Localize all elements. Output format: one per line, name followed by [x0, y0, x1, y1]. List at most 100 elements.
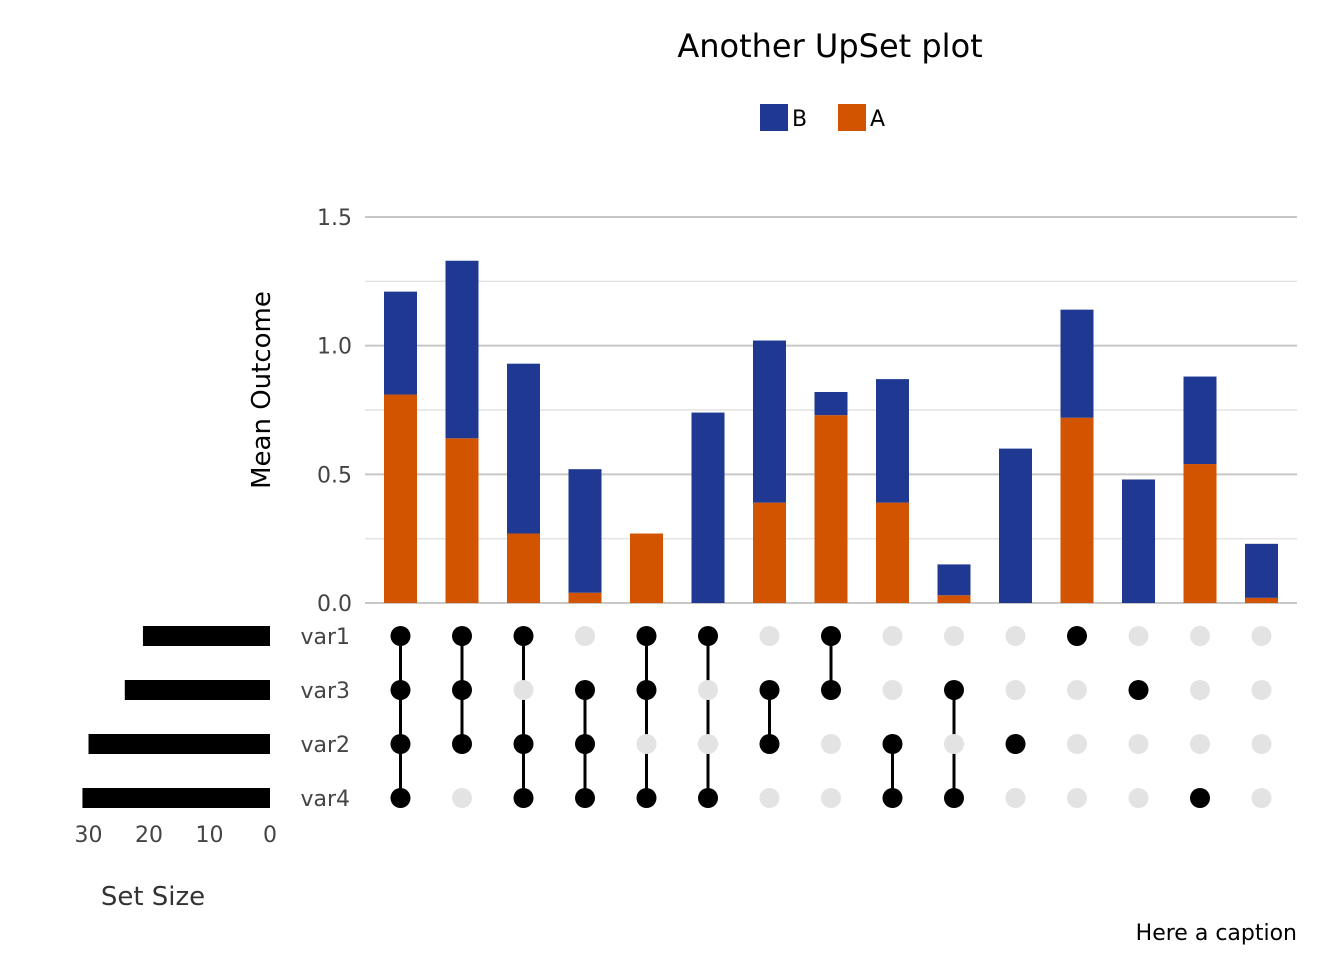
bar-segment-b — [507, 363, 540, 534]
matrix-dot-inactive — [452, 788, 472, 808]
y-axis-label: Mean Outcome — [247, 291, 277, 489]
matrix-dot-active — [1067, 626, 1087, 646]
set-size-bar — [88, 734, 270, 754]
matrix-dot-inactive — [944, 734, 964, 754]
matrix-dot-inactive — [1067, 680, 1087, 700]
matrix-dot-active — [944, 788, 964, 808]
legend-label-a: A — [870, 107, 885, 132]
matrix-dot-active — [513, 734, 534, 754]
set-size-tick-label: 10 — [196, 823, 224, 848]
matrix-dot-active — [636, 626, 657, 646]
matrix-dot-active — [759, 734, 780, 754]
set-size-bars — [82, 626, 270, 808]
legend-swatch-b — [760, 104, 788, 131]
bar-segment-a — [937, 595, 971, 603]
matrix-dot-active — [390, 788, 411, 808]
bar-segment-b — [1060, 309, 1094, 418]
matrix-dot-active — [1190, 788, 1210, 808]
matrix-dot-inactive — [1005, 788, 1026, 808]
matrix-dot-inactive — [1251, 626, 1272, 646]
y-axis-ticks: 0.0 0.5 1.0 1.5 — [317, 206, 352, 617]
matrix-dot-active — [698, 626, 718, 646]
bar-segment-a — [753, 502, 786, 603]
matrix-dot-inactive — [1067, 734, 1087, 754]
matrix-dot-active — [452, 734, 472, 754]
chart-title: Another UpSet plot — [677, 27, 982, 65]
matrix-dot-active — [1128, 680, 1149, 700]
bar-segment-b — [1245, 543, 1278, 598]
caption: Here a caption — [1136, 921, 1297, 946]
matrix-dot-inactive — [1251, 788, 1272, 808]
set-labels: var1 var3 var2 var4 — [300, 625, 350, 812]
bar-segment-b — [445, 260, 479, 439]
bar-segment-a — [445, 438, 479, 603]
y-tick-label: 1.5 — [317, 206, 352, 231]
matrix-dot-inactive — [759, 788, 780, 808]
bar-segment-a — [384, 394, 417, 603]
matrix-dot-inactive — [944, 626, 964, 646]
bar-segment-b — [691, 412, 725, 603]
bar-segment-b — [384, 291, 417, 395]
matrix-dot-active — [636, 788, 657, 808]
matrix-dot-inactive — [1067, 788, 1087, 808]
bar-segment-b — [1122, 479, 1155, 603]
matrix-dot-inactive — [1190, 734, 1210, 754]
matrix-dot-inactive — [1190, 680, 1210, 700]
matrix-dot-inactive — [1128, 734, 1149, 754]
matrix-dot-inactive — [821, 734, 841, 754]
set-label: var2 — [300, 733, 350, 758]
matrix-dot-active — [698, 788, 718, 808]
set-size-label: Set Size — [101, 882, 205, 912]
bar-segment-b — [937, 564, 971, 596]
bar-segment-a — [630, 533, 663, 603]
legend-swatch-a — [838, 104, 866, 131]
set-size-tick-label: 20 — [135, 823, 163, 848]
set-size-bar — [82, 788, 270, 808]
bar-segment-b — [568, 469, 602, 593]
set-label: var3 — [300, 679, 350, 704]
bar-segment-b — [753, 340, 786, 503]
matrix-dot-inactive — [636, 734, 657, 754]
bar-segment-b — [814, 391, 848, 416]
matrix-dot-active — [452, 626, 472, 646]
matrix-dot-active — [944, 680, 964, 700]
matrix-dot-inactive — [759, 626, 780, 646]
set-size-ticks: 30 20 10 0 — [75, 823, 278, 848]
matrix-dot-inactive — [1251, 680, 1272, 700]
matrix-dot-inactive — [513, 680, 534, 700]
bar-segment-b — [876, 379, 909, 503]
matrix-dot-inactive — [1251, 734, 1272, 754]
intersection-matrix — [390, 626, 1272, 808]
matrix-dot-inactive — [1005, 680, 1026, 700]
bar-segment-a — [814, 415, 848, 603]
set-size-bar — [142, 626, 270, 646]
matrix-dot-inactive — [698, 680, 718, 700]
bar-segment-b — [1183, 376, 1217, 465]
bar-layer — [384, 260, 1278, 603]
matrix-dot-active — [390, 734, 411, 754]
matrix-dot-inactive — [1128, 788, 1149, 808]
matrix-dot-active — [452, 680, 472, 700]
matrix-dot-inactive — [821, 788, 841, 808]
set-label: var4 — [300, 787, 350, 812]
bar-segment-a — [876, 502, 909, 603]
matrix-dot-active — [636, 680, 657, 700]
matrix-dot-active — [575, 734, 595, 754]
bar-segment-b — [999, 448, 1032, 603]
matrix-dot-inactive — [1128, 626, 1149, 646]
matrix-dot-active — [821, 680, 841, 700]
bar-segment-a — [568, 592, 602, 603]
set-label: var1 — [300, 625, 350, 650]
bar-segment-a — [1183, 464, 1217, 603]
matrix-dot-inactive — [882, 680, 903, 700]
matrix-dot-active — [390, 680, 411, 700]
matrix-dot-active — [759, 680, 780, 700]
matrix-dot-active — [1005, 734, 1026, 754]
matrix-dot-active — [882, 788, 903, 808]
bar-segment-a — [507, 533, 540, 603]
matrix-dot-inactive — [575, 626, 595, 646]
bar-segment-a — [1060, 417, 1094, 603]
matrix-dot-inactive — [1005, 626, 1026, 646]
